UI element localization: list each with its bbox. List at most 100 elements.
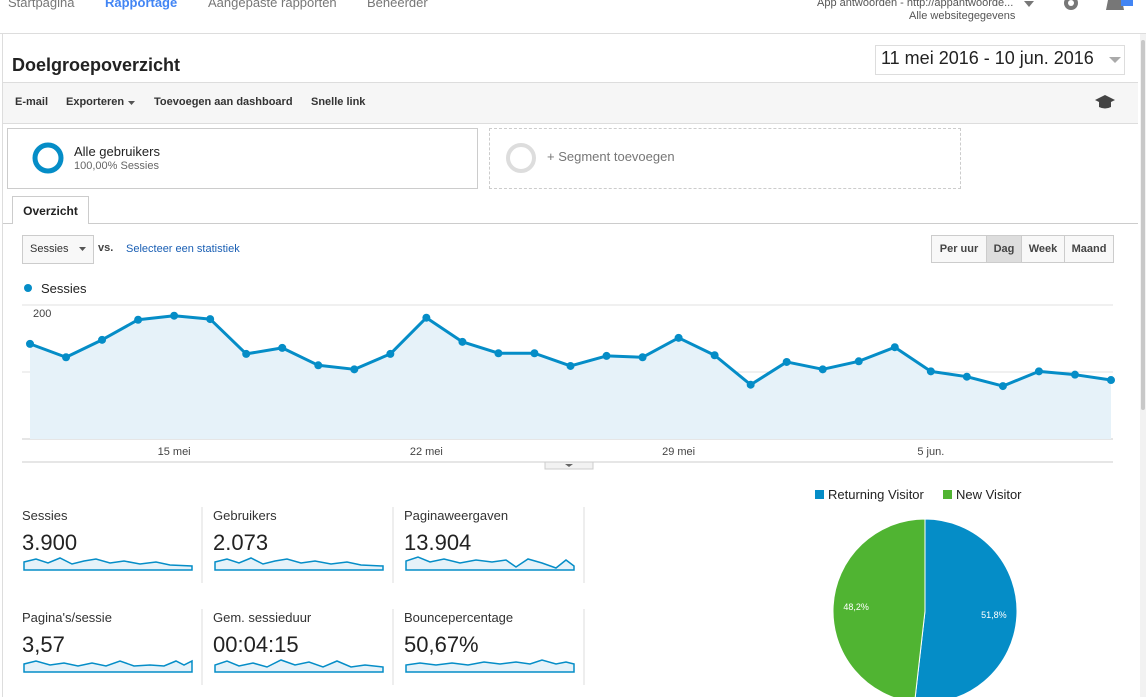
academy-icon[interactable] [1094, 94, 1116, 110]
point [674, 333, 683, 342]
point [926, 367, 935, 376]
date-range[interactable]: 11 mei 2016 - 10 jun. 2016 [881, 48, 1094, 68]
date-picker[interactable] [875, 45, 1125, 75]
date-arrow [1109, 57, 1121, 63]
metric-separators [201, 507, 585, 685]
tab[interactable]: Overzicht [12, 196, 89, 224]
pie-slice [832, 518, 926, 697]
gear-hole [1068, 0, 1074, 6]
metric-label: Gem. sessieduur [213, 610, 312, 625]
badge [1121, 0, 1133, 6]
toolbar [3, 82, 1138, 124]
point [1034, 367, 1043, 376]
cap [1095, 95, 1115, 109]
metric-value: 3.900 [22, 530, 78, 555]
x-tick-label: 5 jun. [917, 446, 944, 458]
point [494, 349, 503, 358]
x-tick-label: 22 mei [410, 446, 443, 458]
scroll-thumb[interactable] [1141, 40, 1145, 410]
nav-item[interactable]: Beheerder [367, 0, 428, 10]
metric-label: Paginaweergaven [404, 508, 509, 523]
metric-value: 50,67% [404, 632, 479, 657]
toolbar-item[interactable]: Toevoegen aan dashboard [154, 96, 293, 108]
segment-card[interactable] [7, 128, 478, 189]
segment-detail: 100,00% Sessies [74, 160, 159, 172]
pie-label: 48,2% [843, 602, 869, 612]
point [458, 337, 467, 346]
point [170, 311, 179, 320]
dropdown-arrow[interactable] [1024, 1, 1034, 7]
point [386, 349, 395, 358]
x-tick-label: 29 mei [662, 446, 695, 458]
tab-line [3, 223, 1138, 224]
point [710, 351, 719, 360]
legend-label: Returning Visitor [828, 487, 925, 502]
area [30, 315, 1111, 439]
toggle-arrow [565, 464, 573, 467]
content [2, 34, 1139, 697]
pie-slice [914, 518, 1018, 697]
toolbar-item[interactable]: Exporteren [66, 96, 125, 108]
sparklines [23, 556, 575, 673]
toolbar-item[interactable]: Snelle link [311, 96, 366, 108]
sparkline [23, 659, 193, 673]
arrow [79, 247, 86, 251]
legend-label: New Visitor [956, 487, 1022, 502]
point [134, 315, 143, 324]
segment-donut [506, 143, 536, 173]
point [98, 335, 107, 344]
bell-icon[interactable] [1106, 0, 1124, 10]
nav-item[interactable]: Aangepaste rapporten [208, 0, 337, 10]
point [962, 372, 971, 381]
metric[interactable]: Sessies [30, 243, 69, 255]
metric-value: 00:04:15 [213, 632, 299, 657]
point [602, 351, 611, 360]
granularity-button[interactable]: Per uur [931, 235, 987, 263]
point [350, 365, 359, 374]
granularity-button[interactable]: Maand [1064, 235, 1114, 263]
select-metric[interactable]: Selecteer een statistiek [126, 243, 240, 255]
point [26, 339, 34, 348]
point [314, 361, 323, 370]
nav-icons [1024, 0, 1133, 10]
export-arrow [128, 101, 135, 105]
segment-donut [32, 142, 64, 174]
point [530, 349, 539, 358]
legend-marker [815, 490, 824, 499]
segment-add[interactable]: + Segment toevoegen [547, 149, 675, 164]
account[interactable]: App antwoorden - http://appantwoorde... [817, 0, 1014, 9]
y-tick-label: 200 [33, 308, 51, 320]
sparkline [405, 659, 575, 673]
point [206, 315, 215, 324]
sparkline [214, 557, 384, 571]
arrow [1109, 57, 1121, 63]
segment-add-card[interactable] [489, 128, 961, 189]
toolbar-item[interactable]: E-mail [15, 96, 49, 108]
arrow [128, 101, 135, 105]
metric-label: Bouncepercentage [404, 610, 514, 625]
metric-value: 3,57 [22, 632, 65, 657]
metric-label: Gebruikers [213, 508, 277, 523]
page-title: Doelgroepoverzicht [12, 55, 181, 75]
nav-item[interactable]: Rapportage [105, 0, 178, 10]
legend-label: Sessies [41, 281, 87, 296]
granularity-button[interactable]: Week [1021, 235, 1065, 263]
point [278, 343, 287, 352]
legend-marker [24, 284, 32, 292]
sparkline [214, 659, 384, 673]
point [422, 313, 431, 322]
point [998, 382, 1007, 391]
nav-item[interactable]: Startpagina [8, 0, 75, 10]
metric-label: Sessies [22, 508, 68, 523]
select-arrow [79, 247, 86, 251]
metric-value: 13.904 [404, 530, 472, 555]
donut [506, 143, 536, 173]
point [746, 380, 755, 389]
point [1070, 370, 1079, 379]
metric-value: 2.073 [213, 530, 269, 555]
point [890, 343, 899, 352]
point [854, 357, 863, 366]
view[interactable]: Alle websitegegevens [909, 10, 1016, 22]
